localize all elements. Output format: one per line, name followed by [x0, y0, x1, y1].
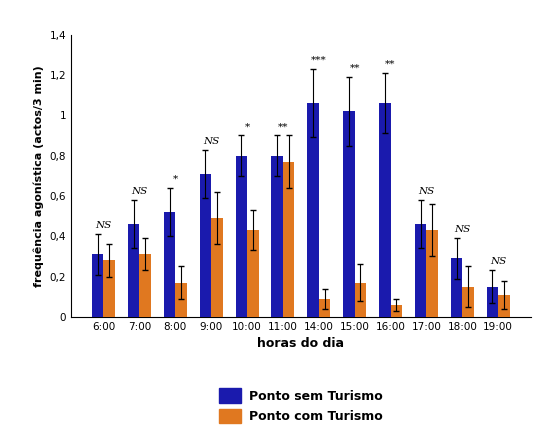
- X-axis label: horas do dia: horas do dia: [257, 337, 345, 350]
- Text: *: *: [245, 122, 249, 132]
- Text: **: **: [385, 60, 396, 69]
- Bar: [164, 212, 175, 317]
- Text: NS: NS: [418, 187, 434, 196]
- Bar: [236, 156, 247, 317]
- Bar: [498, 295, 510, 317]
- Bar: [175, 283, 187, 317]
- Bar: [283, 161, 294, 317]
- Bar: [354, 283, 366, 317]
- Bar: [451, 258, 462, 317]
- Bar: [391, 305, 402, 317]
- Bar: [307, 103, 319, 317]
- Bar: [427, 230, 438, 317]
- Text: NS: NS: [454, 225, 470, 234]
- Bar: [319, 299, 330, 317]
- Bar: [271, 156, 283, 317]
- Bar: [103, 260, 115, 317]
- Bar: [379, 103, 391, 317]
- Bar: [487, 286, 498, 317]
- Text: ***: ***: [311, 56, 327, 65]
- Text: NS: NS: [203, 137, 219, 145]
- Legend: Ponto sem Turismo, Ponto com Turismo: Ponto sem Turismo, Ponto com Turismo: [219, 388, 383, 424]
- Bar: [211, 218, 223, 317]
- Bar: [415, 224, 427, 317]
- Bar: [139, 254, 151, 317]
- Bar: [343, 111, 354, 317]
- Text: *: *: [173, 175, 178, 184]
- Y-axis label: frequência agonística (actos/3 min): frequência agonística (actos/3 min): [33, 65, 44, 286]
- Text: NS: NS: [95, 221, 112, 230]
- Bar: [128, 224, 139, 317]
- Text: **: **: [278, 122, 288, 132]
- Text: NS: NS: [490, 257, 507, 266]
- Text: **: **: [350, 64, 360, 73]
- Text: NS: NS: [131, 187, 148, 196]
- Bar: [247, 230, 259, 317]
- Bar: [200, 174, 211, 317]
- Bar: [462, 286, 474, 317]
- Bar: [92, 254, 103, 317]
